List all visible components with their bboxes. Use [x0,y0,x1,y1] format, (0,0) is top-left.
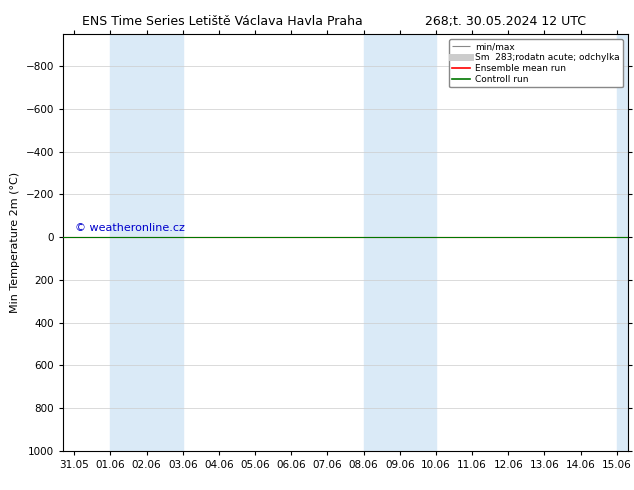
Bar [364,34,436,451]
Y-axis label: Min Temperature 2m (°C): Min Temperature 2m (°C) [10,172,20,313]
Bar [617,34,634,451]
Legend: min/max, Sm  283;rodatn acute; odchylka, Ensemble mean run, Controll run: min/max, Sm 283;rodatn acute; odchylka, … [449,39,623,87]
Text: ENS Time Series Letiště Václava Havla Praha: ENS Time Series Letiště Václava Havla Pr… [82,15,363,28]
Bar [110,34,183,451]
Text: © weatheronline.cz: © weatheronline.cz [75,223,184,233]
Text: 268;t. 30.05.2024 12 UTC: 268;t. 30.05.2024 12 UTC [425,15,586,28]
